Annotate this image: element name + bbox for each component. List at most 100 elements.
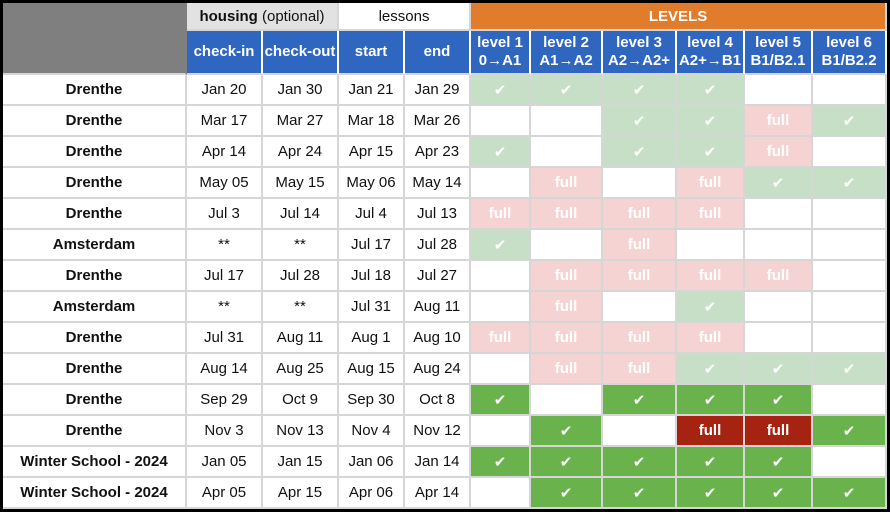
start-date-cell: Sep 30 [339, 385, 405, 416]
start-date-cell: Apr 06 [339, 478, 405, 509]
checkout-date-cell: Jan 15 [263, 447, 339, 478]
start-date-cell: Jan 21 [339, 75, 405, 106]
level-name: level 3 [616, 34, 662, 51]
level-4-status-cell: full [677, 199, 746, 230]
start-date-cell: Mar 18 [339, 106, 405, 137]
checkout-date-cell: Aug 11 [263, 323, 339, 354]
level-1-status-cell: full [471, 323, 532, 354]
level-4-status-cell: ✔ [677, 478, 746, 509]
lessons-group-header: lessons [339, 3, 472, 31]
level-5-status-cell [745, 199, 814, 230]
level-6-status-cell [813, 323, 888, 354]
level-name: level 2 [543, 34, 589, 51]
level-range: A1→A2 [539, 52, 593, 69]
table-row: Drenthe Jul 17 Jul 28 Jul 18 Jul 27 full full f… [3, 261, 888, 292]
end-date-cell: Jul 13 [405, 199, 472, 230]
checkout-date-cell: Jul 14 [263, 199, 339, 230]
level-3-status-cell: full [603, 323, 678, 354]
level-4-status-cell: full [677, 168, 746, 199]
level-6-status-cell [813, 447, 888, 478]
level-5-status-cell: ✔ [745, 168, 814, 199]
level-1-status-cell [471, 478, 532, 509]
level-6-status-cell: ✔ [813, 106, 888, 137]
level-name: level 1 [477, 34, 523, 51]
level-name: level 4 [687, 34, 733, 51]
level-4-status-cell: full [677, 416, 746, 447]
end-date-cell: Nov 12 [405, 416, 472, 447]
level-3-status-cell: ✔ [603, 478, 678, 509]
location-cell: Winter School - 2024 [3, 478, 187, 509]
levels-group-header: LEVELS [471, 3, 888, 31]
table-row: Drenthe Apr 14 Apr 24 Apr 15 Apr 23 ✔ ✔ ✔ full [3, 137, 888, 168]
table-row: Drenthe Nov 3 Nov 13 Nov 4 Nov 12 ✔ full full ✔ [3, 416, 888, 447]
level-2-status-cell: ✔ [531, 75, 604, 106]
end-date-cell: Apr 23 [405, 137, 472, 168]
table-row: Drenthe Jan 20 Jan 30 Jan 21 Jan 29 ✔ ✔ ✔ ✔ [3, 75, 888, 106]
start-date-cell: Jul 18 [339, 261, 405, 292]
location-cell: Drenthe [3, 354, 187, 385]
level-5-status-cell: full [745, 106, 814, 137]
location-cell: Winter School - 2024 [3, 447, 187, 478]
start-date-cell: Jul 4 [339, 199, 405, 230]
location-cell: Drenthe [3, 75, 187, 106]
end-date-cell: Jul 27 [405, 261, 472, 292]
level-1-status-cell [471, 416, 532, 447]
end-date-cell: Apr 14 [405, 478, 472, 509]
start-date-cell: Jul 17 [339, 230, 405, 261]
corner-cell [3, 3, 187, 75]
end-date-cell: Aug 11 [405, 292, 472, 323]
checkin-date-cell: Apr 05 [187, 478, 263, 509]
level-range: B1/B2.2 [821, 52, 877, 69]
checkout-date-cell: May 15 [263, 168, 339, 199]
checkin-date-cell: ** [187, 230, 263, 261]
end-date-cell: Oct 8 [405, 385, 472, 416]
level-1-status-cell [471, 354, 532, 385]
level-1-status-cell: full [471, 199, 532, 230]
col-header-level-1: level 1 0→A1 [471, 31, 532, 75]
level-3-status-cell: ✔ [603, 137, 678, 168]
level-4-status-cell: ✔ [677, 292, 746, 323]
level-6-status-cell [813, 75, 888, 106]
level-5-status-cell: full [745, 261, 814, 292]
col-header-checkout: check-out [263, 31, 339, 75]
level-1-status-cell: ✔ [471, 137, 532, 168]
level-5-status-cell [745, 75, 814, 106]
location-cell: Drenthe [3, 385, 187, 416]
table-row: Drenthe Mar 17 Mar 27 Mar 18 Mar 26 ✔ ✔ full ✔ [3, 106, 888, 137]
level-4-status-cell: ✔ [677, 354, 746, 385]
level-2-status-cell: full [531, 292, 604, 323]
checkout-date-cell: Apr 24 [263, 137, 339, 168]
level-5-status-cell: ✔ [745, 447, 814, 478]
col-header-start: start [339, 31, 405, 75]
housing-optional-note: (optional) [257, 7, 325, 25]
checkin-date-cell: Sep 29 [187, 385, 263, 416]
col-header-checkin: check-in [187, 31, 263, 75]
end-date-cell: May 14 [405, 168, 472, 199]
schedule-body: Drenthe Jan 20 Jan 30 Jan 21 Jan 29 ✔ ✔ ✔ ✔ Drent… [3, 75, 888, 509]
checkout-date-cell: Jan 30 [263, 75, 339, 106]
level-2-status-cell: full [531, 354, 604, 385]
level-range: B1/B2.1 [750, 52, 806, 69]
end-date-cell: Aug 24 [405, 354, 472, 385]
level-6-status-cell: ✔ [813, 416, 888, 447]
level-5-status-cell: full [745, 416, 814, 447]
level-4-status-cell: ✔ [677, 385, 746, 416]
course-schedule-table: housing (optional) lessons LEVELS check-… [3, 3, 888, 509]
level-5-status-cell: full [745, 137, 814, 168]
column-header-row: check-in check-out start end level 1 0→A1… [3, 31, 888, 75]
level-2-status-cell: full [531, 168, 604, 199]
level-6-status-cell [813, 137, 888, 168]
level-2-status-cell: full [531, 199, 604, 230]
level-6-status-cell [813, 230, 888, 261]
location-cell: Drenthe [3, 323, 187, 354]
checkin-date-cell: Aug 14 [187, 354, 263, 385]
table-row: Amsterdam ** ** Jul 31 Aug 11 full ✔ [3, 292, 888, 323]
table-row: Amsterdam ** ** Jul 17 Jul 28 ✔ full [3, 230, 888, 261]
checkout-date-cell: Jul 28 [263, 261, 339, 292]
start-date-cell: Jul 31 [339, 292, 405, 323]
location-cell: Amsterdam [3, 230, 187, 261]
level-4-status-cell: ✔ [677, 137, 746, 168]
level-2-status-cell [531, 106, 604, 137]
level-3-status-cell: full [603, 261, 678, 292]
table-row: Drenthe May 05 May 15 May 06 May 14 full full ✔… [3, 168, 888, 199]
